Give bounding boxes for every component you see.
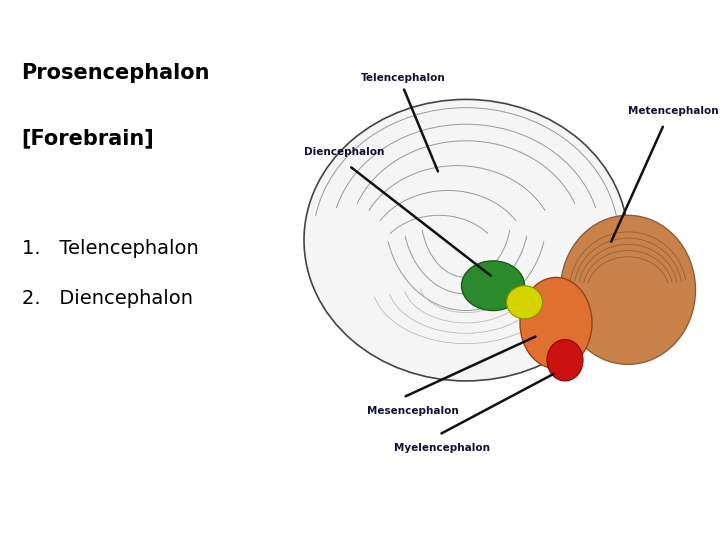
Ellipse shape <box>560 215 696 364</box>
Ellipse shape <box>506 286 542 319</box>
Text: 1. Diencephalon: 1. Diencephalon <box>11 9 213 29</box>
Ellipse shape <box>520 278 592 368</box>
Text: Myelencephalon: Myelencephalon <box>394 443 490 453</box>
Text: 1.   Telencephalon: 1. Telencephalon <box>22 239 198 258</box>
Text: Telencephalon: Telencephalon <box>361 73 446 83</box>
Text: [Forebrain]: [Forebrain] <box>22 129 154 148</box>
Text: 2.   Diencephalon: 2. Diencephalon <box>22 289 193 308</box>
Text: Metencephalon: Metencephalon <box>628 106 719 116</box>
Ellipse shape <box>547 340 583 381</box>
Text: Prosencephalon: Prosencephalon <box>22 63 210 83</box>
Text: Mesencephalon: Mesencephalon <box>367 406 459 416</box>
Ellipse shape <box>304 99 628 381</box>
Text: Diencephalon: Diencephalon <box>304 147 384 157</box>
Ellipse shape <box>462 261 524 310</box>
